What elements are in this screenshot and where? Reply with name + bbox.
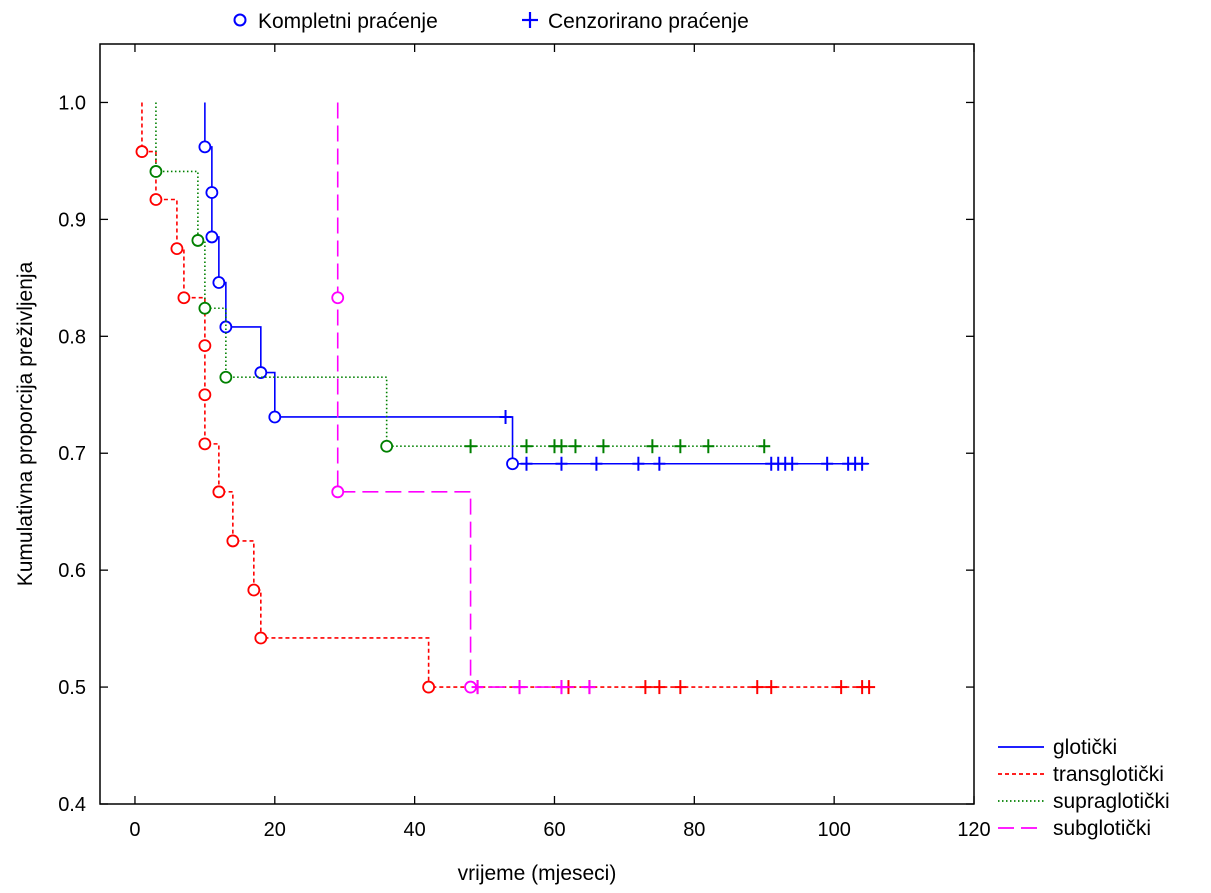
event-point bbox=[212, 276, 226, 289]
y-axis-title: Kumulativna proporcija preživljenja bbox=[14, 261, 37, 586]
legend-label: supraglotički bbox=[1053, 790, 1170, 813]
event-point bbox=[226, 534, 240, 548]
event-point bbox=[205, 230, 219, 244]
event-point bbox=[212, 485, 226, 499]
legend-label: transglotički bbox=[1053, 763, 1164, 786]
event-point bbox=[170, 242, 184, 256]
x-tick-label: 20 bbox=[264, 819, 286, 841]
event-point bbox=[149, 165, 163, 178]
event-point bbox=[198, 301, 212, 315]
event-point bbox=[254, 631, 268, 645]
event-point bbox=[219, 370, 233, 384]
event-point bbox=[506, 457, 519, 471]
legend-label: glotički bbox=[1053, 736, 1117, 759]
event-point bbox=[422, 680, 436, 694]
event-point bbox=[219, 320, 233, 334]
marker-legend-complete: Kompletni praćenje bbox=[258, 10, 438, 33]
plot-area bbox=[99, 43, 975, 805]
y-tick-label: 0.9 bbox=[58, 209, 86, 231]
y-tick-label: 0.5 bbox=[58, 677, 86, 699]
y-tick-label: 1.0 bbox=[58, 92, 86, 114]
series-4 bbox=[331, 102, 596, 695]
event-point bbox=[191, 234, 205, 247]
event-point bbox=[247, 583, 261, 597]
event-point bbox=[268, 410, 282, 424]
event-point bbox=[331, 291, 345, 305]
x-tick-label: 0 bbox=[129, 819, 140, 841]
complete-marker-icon bbox=[233, 13, 247, 27]
event-point bbox=[198, 437, 212, 451]
event-point bbox=[149, 193, 163, 206]
event-point bbox=[177, 291, 191, 305]
x-tick-label: 60 bbox=[543, 819, 565, 841]
series-3 bbox=[149, 102, 772, 454]
event-point bbox=[198, 388, 212, 402]
event-point bbox=[254, 366, 268, 379]
series-layer bbox=[135, 102, 876, 695]
y-tick-label: 0.8 bbox=[58, 326, 86, 348]
y-tick-label: 0.7 bbox=[58, 443, 86, 465]
x-tick-label: 80 bbox=[683, 819, 705, 841]
x-tick-label: 120 bbox=[957, 819, 990, 841]
x-axis: 0 20 40 60 80 100 120 bbox=[129, 44, 991, 841]
series-1 bbox=[198, 102, 870, 471]
event-point bbox=[198, 140, 212, 154]
event-point bbox=[198, 339, 212, 353]
series-line bbox=[336, 102, 590, 688]
legend-label: subglotički bbox=[1053, 817, 1151, 840]
event-point bbox=[135, 145, 149, 158]
y-tick-label: 0.6 bbox=[58, 560, 86, 582]
censored-marker-icon bbox=[522, 12, 538, 28]
marker-legend-censored: Cenzorirano praćenje bbox=[548, 10, 749, 33]
event-point bbox=[380, 439, 394, 453]
x-tick-label: 40 bbox=[404, 819, 426, 841]
y-axis: 0.4 0.5 0.6 0.7 0.8 0.9 1.0 bbox=[58, 92, 974, 816]
x-tick-label: 100 bbox=[817, 819, 850, 841]
x-axis-title: vrijeme (mjeseci) bbox=[458, 862, 617, 885]
event-point bbox=[205, 186, 219, 199]
y-tick-label: 0.4 bbox=[58, 794, 86, 816]
series-line bbox=[204, 102, 870, 465]
series-legend: glotički transglotički supraglotički subglo… bbox=[998, 736, 1170, 840]
event-point bbox=[331, 485, 345, 499]
series-line bbox=[155, 102, 772, 448]
marker-legend: Kompletni praćenje Cenzorirano praćenje bbox=[233, 10, 749, 33]
